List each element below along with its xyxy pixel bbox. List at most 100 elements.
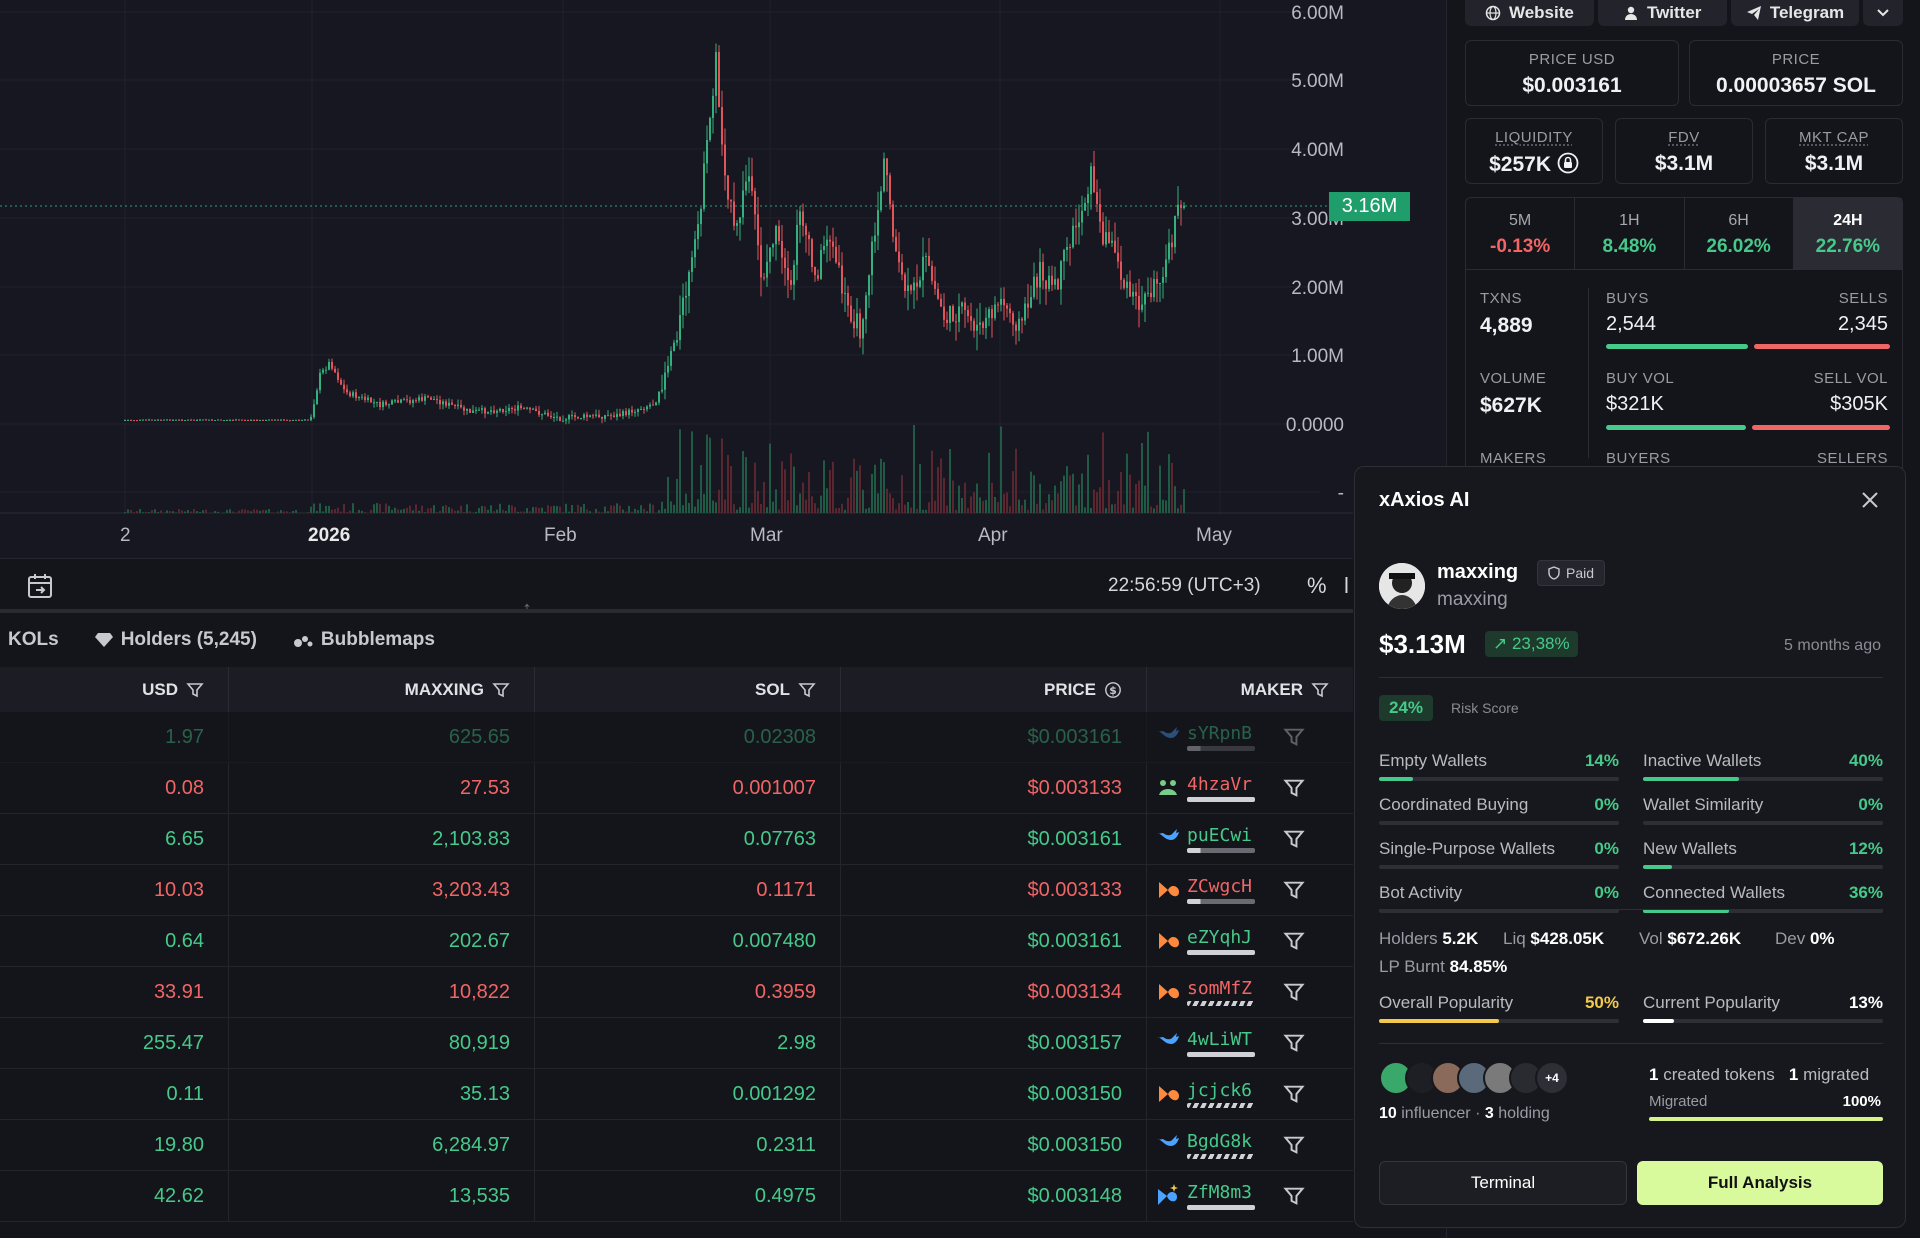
candle-body bbox=[352, 392, 354, 397]
filter-icon[interactable] bbox=[1283, 1185, 1305, 1207]
telegram-link[interactable]: Telegram bbox=[1730, 0, 1860, 26]
filter-icon[interactable] bbox=[492, 681, 510, 699]
table-row[interactable]: 0.08 27.53 0.001007 $0.003133 4hzaVr bbox=[0, 762, 1353, 814]
bubblemap-icon bbox=[293, 636, 313, 647]
col-price[interactable]: PRICE $ bbox=[841, 667, 1147, 712]
cell-maker[interactable]: sYRpnB bbox=[1147, 712, 1353, 763]
volume-bar bbox=[340, 511, 342, 513]
maker-id[interactable]: BgdG8k bbox=[1187, 1131, 1255, 1159]
maker-id[interactable]: eZYqhJ bbox=[1187, 927, 1255, 955]
cell-maker[interactable]: somMfZ bbox=[1147, 967, 1353, 1018]
percent-scale-toggle[interactable]: % bbox=[1307, 573, 1327, 598]
cell-maker[interactable]: eZYqhJ bbox=[1147, 916, 1353, 967]
cell-maker[interactable]: puECwi bbox=[1147, 814, 1353, 865]
filter-icon[interactable] bbox=[1283, 1032, 1305, 1054]
cell-maker[interactable]: ZCwgcH bbox=[1147, 865, 1353, 916]
maker-id[interactable]: ZfM8m3 bbox=[1187, 1182, 1255, 1210]
volume-bar bbox=[985, 499, 987, 513]
cell-maker[interactable]: 4hzaVr bbox=[1147, 763, 1353, 814]
tab-6h[interactable]: 6H 26.02% bbox=[1685, 198, 1794, 269]
tab-holders[interactable]: Holders (5,245) bbox=[94, 629, 257, 651]
col-sol[interactable]: SOL bbox=[535, 667, 841, 712]
links-expand-button[interactable] bbox=[1863, 0, 1904, 26]
more-avatars-badge[interactable]: +4 bbox=[1535, 1061, 1569, 1095]
table-row[interactable]: 6.65 2,103.83 0.07763 $0.003161 puECwi bbox=[0, 813, 1353, 865]
maker-id[interactable]: sYRpnB bbox=[1187, 723, 1255, 751]
kv-label: Holders bbox=[1379, 929, 1438, 948]
filter-icon[interactable] bbox=[186, 681, 204, 699]
terminal-button[interactable]: Terminal bbox=[1379, 1161, 1627, 1205]
table-row[interactable]: 10.03 3,203.43 0.1171 $0.003133 ZCwgcH bbox=[0, 864, 1353, 916]
full-analysis-button[interactable]: Full Analysis bbox=[1637, 1161, 1883, 1205]
filter-icon[interactable] bbox=[1283, 879, 1305, 901]
tab-24h[interactable]: 24H 22.76% bbox=[1793, 198, 1902, 269]
table-row[interactable]: 42.62 13,535 0.4975 $0.003148 ZfM8m3 bbox=[0, 1170, 1353, 1222]
cell-maker[interactable]: BgdG8k bbox=[1147, 1120, 1353, 1171]
filter-icon[interactable] bbox=[1283, 777, 1305, 799]
volume-bar bbox=[289, 512, 291, 513]
tab-5m[interactable]: 5M -0.13% bbox=[1466, 198, 1576, 269]
col-maker[interactable]: MAKER bbox=[1147, 667, 1353, 712]
volume-bar bbox=[880, 458, 882, 513]
maker-id[interactable]: somMfZ bbox=[1187, 978, 1255, 1006]
tab-bubblemaps[interactable]: Bubblemaps bbox=[293, 629, 435, 651]
date-range-icon[interactable] bbox=[26, 572, 54, 600]
log-scale-toggle[interactable]: l bbox=[1344, 573, 1349, 598]
filter-icon[interactable] bbox=[1283, 981, 1305, 1003]
divider bbox=[1379, 1043, 1883, 1044]
table-row[interactable]: 0.11 35.13 0.001292 $0.003150 jcjck6 bbox=[0, 1068, 1353, 1120]
table-row[interactable]: 1.97 625.65 0.02308 $0.003161 sYRpnB bbox=[0, 711, 1353, 763]
influencer-avatars[interactable]: +4 bbox=[1379, 1061, 1569, 1095]
website-link[interactable]: Website bbox=[1465, 0, 1594, 26]
currency-toggle-icon[interactable]: $ bbox=[1104, 681, 1122, 699]
volume-bar bbox=[604, 506, 606, 513]
col-token[interactable]: MAXXING bbox=[229, 667, 535, 712]
candle-body bbox=[862, 319, 864, 339]
price-chart[interactable]: 6.00M 5.00M 4.00M 3.00M 2.00M 1.00M 0.0000- 3.… bbox=[0, 0, 1446, 558]
maker-id[interactable]: 4wLiWT bbox=[1187, 1029, 1255, 1057]
volume-bar bbox=[322, 511, 324, 513]
filter-icon[interactable] bbox=[1283, 930, 1305, 952]
col-usd[interactable]: USD bbox=[0, 667, 229, 712]
filter-icon[interactable] bbox=[1283, 1083, 1305, 1105]
table-row[interactable]: 33.91 10,822 0.3959 $0.003134 somMfZ bbox=[0, 966, 1353, 1018]
maker-id[interactable]: 4hzaVr bbox=[1187, 774, 1255, 802]
candle-body bbox=[379, 401, 381, 408]
filter-icon[interactable] bbox=[798, 681, 816, 699]
volume-bar bbox=[1153, 508, 1155, 513]
table-row[interactable]: 0.64 202.67 0.007480 $0.003161 eZYqhJ bbox=[0, 915, 1353, 967]
close-icon[interactable] bbox=[1859, 489, 1881, 511]
timeframe-tabs: 5M -0.13% 1H 8.48% 6H 26.02% 24H 22.76% bbox=[1465, 197, 1903, 270]
table-row[interactable]: 255.47 80,919 2.98 $0.003157 4wLiWT bbox=[0, 1017, 1353, 1069]
maker-id[interactable]: puECwi bbox=[1187, 825, 1255, 853]
volume-bar bbox=[871, 473, 873, 513]
filter-icon[interactable] bbox=[1283, 828, 1305, 850]
maker-id[interactable]: jcjck6 bbox=[1187, 1080, 1255, 1108]
candle-body bbox=[448, 402, 450, 406]
cell-maker[interactable]: jcjck6 bbox=[1147, 1069, 1353, 1120]
volume-bar bbox=[400, 509, 402, 513]
tab-1h[interactable]: 1H 8.48% bbox=[1575, 198, 1685, 269]
ai-title: xAxios AI bbox=[1379, 489, 1470, 511]
twitter-link[interactable]: Twitter bbox=[1597, 0, 1727, 26]
panel-divider[interactable] bbox=[0, 609, 1353, 613]
cell-sol: 0.001007 bbox=[535, 762, 841, 814]
volume-bar bbox=[988, 452, 990, 513]
volume-bar bbox=[214, 511, 216, 513]
maker-id[interactable]: ZCwgcH bbox=[1187, 876, 1255, 904]
cell-maker[interactable]: ZfM8m3 bbox=[1147, 1171, 1353, 1222]
volume-bar bbox=[1162, 499, 1164, 513]
risk-metric: Single-Purpose Wallets 0% bbox=[1379, 839, 1619, 875]
cell-maker[interactable]: 4wLiWT bbox=[1147, 1018, 1353, 1069]
volume-bar bbox=[253, 509, 255, 513]
filter-icon[interactable] bbox=[1283, 726, 1305, 748]
candle-body bbox=[325, 369, 327, 371]
table-row[interactable]: 19.80 6,284.97 0.2311 $0.003150 BgdG8k bbox=[0, 1119, 1353, 1171]
candle-body bbox=[1030, 297, 1032, 308]
tab-kols[interactable]: KOLs bbox=[8, 629, 59, 651]
filter-icon[interactable] bbox=[1311, 681, 1329, 699]
candle-body bbox=[274, 419, 276, 421]
volume-bar bbox=[199, 511, 201, 513]
filter-icon[interactable] bbox=[1283, 1134, 1305, 1156]
